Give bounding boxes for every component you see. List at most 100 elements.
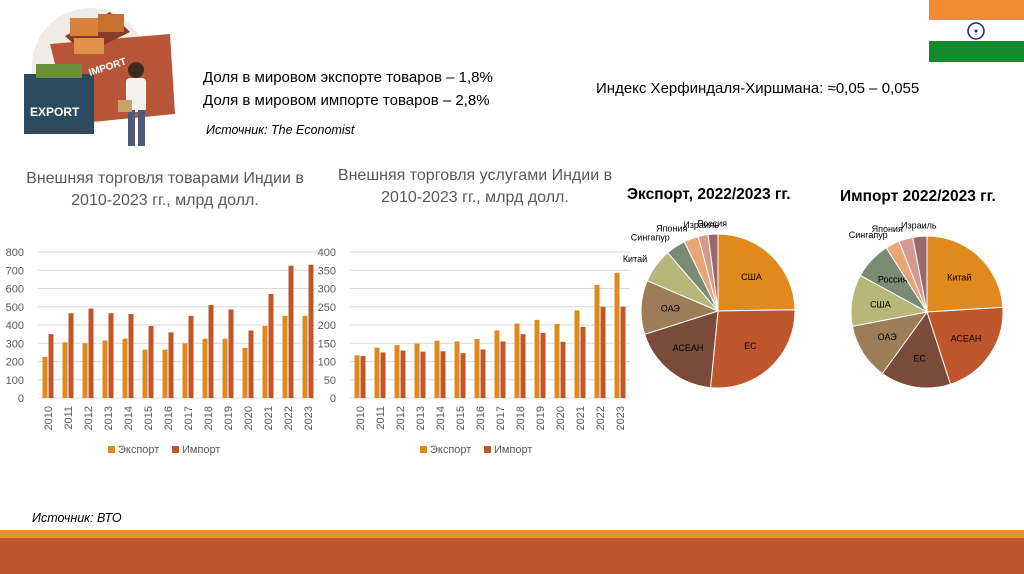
export-pie-title: Экспорт, 2022/2023 гг. [627, 186, 791, 203]
india-flag [929, 0, 1024, 62]
export-share-text: Доля в мировом экспорте товаров – 1,8% [203, 69, 493, 86]
x-tick-label: 2022 [595, 406, 607, 430]
pie-label: Сингапур [849, 230, 888, 240]
pie-label: Япония [872, 224, 903, 234]
pie-label: США [741, 272, 762, 282]
legend-label-export: Экспорт [118, 444, 159, 456]
bar-import [248, 330, 254, 398]
y-tick-label: 100 [6, 375, 24, 387]
bar-export [534, 319, 540, 398]
legend-swatch-import [484, 446, 491, 453]
y-tick-label: 250 [318, 302, 336, 314]
bar-import [88, 308, 94, 398]
y-tick-label: 0 [18, 393, 24, 405]
y-tick-label: 200 [318, 320, 336, 332]
y-tick-label: 800 [6, 247, 24, 259]
bar-export [282, 315, 288, 398]
bar-import [400, 350, 406, 398]
bar-import [480, 349, 486, 398]
x-tick-label: 2012 [395, 406, 407, 430]
bar-export [82, 343, 88, 398]
bar-import [540, 333, 546, 398]
bar-import [440, 351, 446, 398]
bar-import [228, 309, 234, 398]
bar-export [242, 347, 248, 398]
goods-chart-title: Внешняя торговля товарами Индии в 2010-2… [26, 170, 304, 209]
bar-import [308, 264, 314, 398]
y-tick-label: 50 [324, 375, 336, 387]
bar-import [288, 265, 294, 398]
legend-swatch-import [172, 446, 179, 453]
bar-import [48, 334, 54, 398]
x-tick-label: 2014 [435, 406, 447, 430]
x-tick-label: 2019 [535, 406, 547, 430]
pie-label: АСЕАН [673, 343, 704, 353]
bar-export [62, 342, 68, 398]
bar-import [520, 334, 526, 398]
import-pie-chart: Китай АСЕАН ЕС ОАЭ США Россия СингапурЯпонияИз… [849, 221, 1004, 389]
bar-export [374, 347, 380, 398]
bar-import [380, 352, 386, 398]
bar-export [594, 284, 600, 398]
pie-label: АСЕАН [951, 333, 982, 343]
bar-import [168, 332, 174, 398]
y-tick-label: 700 [6, 265, 24, 277]
legend-label-import: Импорт [494, 444, 532, 456]
bar-export [454, 341, 460, 398]
y-tick-label: 400 [6, 320, 24, 332]
bar-import [360, 356, 366, 398]
y-tick-label: 400 [318, 247, 336, 259]
x-tick-label: 2010 [43, 406, 55, 430]
bar-export [394, 345, 400, 398]
y-tick-label: 600 [6, 284, 24, 296]
x-tick-label: 2022 [283, 406, 295, 430]
x-tick-label: 2013 [103, 406, 115, 430]
x-tick-label: 2023 [303, 406, 315, 430]
y-tick-label: 350 [318, 265, 336, 277]
bar-export [182, 343, 188, 398]
bar-import [68, 313, 74, 398]
x-tick-label: 2021 [263, 406, 275, 430]
bar-export [42, 356, 48, 398]
pie-label: США [870, 300, 891, 310]
pie-slice [707, 233, 719, 312]
x-tick-label: 2011 [375, 406, 387, 430]
legend-label-import: Импорт [182, 444, 220, 456]
bar-import [128, 314, 134, 398]
import-share-text: Доля в мировом импорте товаров – 2,8% [203, 92, 490, 109]
bar-import [580, 326, 586, 398]
services-chart-title: Внешняя торговля услугами Индии в 2010-2… [337, 167, 613, 206]
import-pie-title: Импорт 2022/2023 гг. [840, 188, 996, 205]
footer-stripe-bottom [0, 538, 1024, 574]
source-wto: Источник: ВТО [32, 511, 122, 525]
pie-slice [926, 235, 1004, 313]
bar-export [122, 338, 128, 398]
y-tick-label: 300 [318, 284, 336, 296]
bar-export [262, 325, 268, 398]
x-tick-label: 2015 [455, 406, 467, 430]
pie-slice [717, 233, 796, 312]
pie-label: ОАЭ [661, 304, 681, 314]
bar-import [600, 306, 606, 398]
x-tick-label: 2017 [183, 406, 195, 430]
y-tick-label: 0 [330, 393, 336, 405]
x-tick-label: 2020 [555, 406, 567, 430]
y-tick-label: 150 [318, 338, 336, 350]
pie-label: ОАЭ [878, 332, 898, 342]
bar-export [574, 310, 580, 398]
pie-label: Россия [698, 218, 728, 228]
bar-import [268, 293, 274, 398]
bar-export [202, 338, 208, 398]
legend-label-export: Экспорт [430, 444, 471, 456]
x-tick-label: 2010 [355, 406, 367, 430]
pie-label: ЕС [913, 354, 926, 364]
bar-import [108, 313, 114, 398]
x-tick-label: 2012 [83, 406, 95, 430]
legend-swatch-export [108, 446, 115, 453]
bar-export [474, 338, 480, 398]
x-tick-label: 2020 [243, 406, 255, 430]
bar-export [142, 349, 148, 398]
x-tick-label: 2018 [203, 406, 215, 430]
export-sign-text: EXPORT [30, 105, 80, 119]
hhi-text: Индекс Херфиндаля-Хиршмана: ≈0,05 – 0,05… [596, 80, 920, 97]
